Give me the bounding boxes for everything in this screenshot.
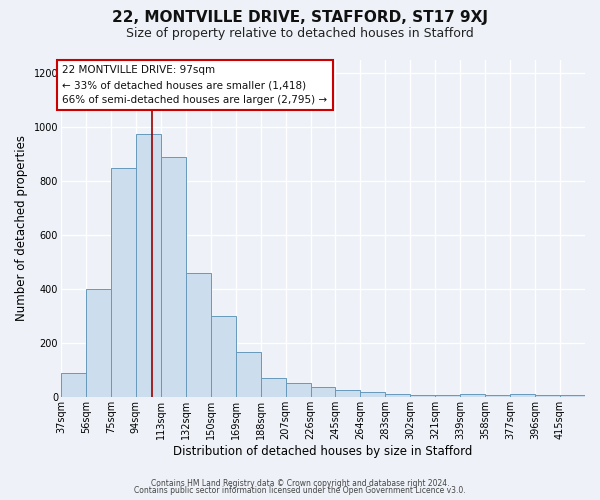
Bar [286, 384, 311, 397]
Bar [435, 396, 460, 397]
Bar [335, 390, 361, 397]
Bar [111, 168, 136, 397]
Bar [61, 372, 86, 397]
Bar [560, 394, 585, 397]
Bar [385, 394, 410, 397]
Text: Contains HM Land Registry data © Crown copyright and database right 2024.: Contains HM Land Registry data © Crown c… [151, 478, 449, 488]
Bar [236, 352, 260, 397]
Y-axis label: Number of detached properties: Number of detached properties [15, 136, 28, 322]
Bar [161, 157, 186, 397]
Bar [361, 392, 385, 397]
Bar [410, 394, 435, 397]
Text: 22 MONTVILLE DRIVE: 97sqm
← 33% of detached houses are smaller (1,418)
66% of se: 22 MONTVILLE DRIVE: 97sqm ← 33% of detac… [62, 66, 328, 105]
X-axis label: Distribution of detached houses by size in Stafford: Distribution of detached houses by size … [173, 444, 473, 458]
Bar [311, 388, 335, 397]
Text: Size of property relative to detached houses in Stafford: Size of property relative to detached ho… [126, 28, 474, 40]
Bar [86, 289, 111, 397]
Bar [211, 316, 236, 397]
Bar [260, 378, 286, 397]
Text: Contains public sector information licensed under the Open Government Licence v3: Contains public sector information licen… [134, 486, 466, 495]
Bar [186, 273, 211, 397]
Bar [136, 134, 161, 397]
Bar [535, 396, 560, 397]
Bar [510, 394, 535, 397]
Bar [460, 394, 485, 397]
Bar [485, 396, 510, 397]
Text: 22, MONTVILLE DRIVE, STAFFORD, ST17 9XJ: 22, MONTVILLE DRIVE, STAFFORD, ST17 9XJ [112, 10, 488, 25]
